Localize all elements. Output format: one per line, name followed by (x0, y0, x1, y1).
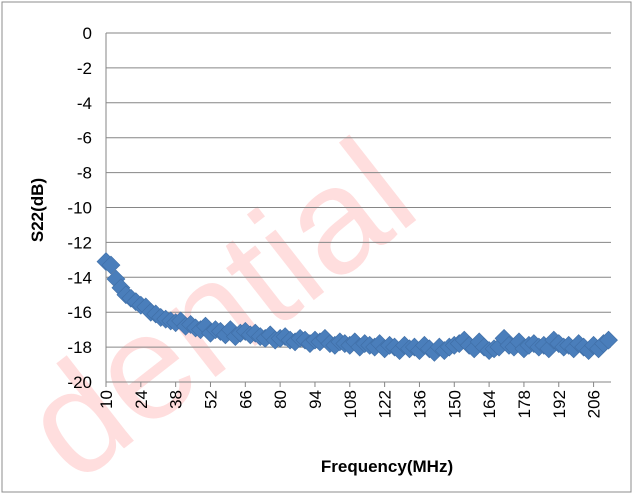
x-tick-label: 10 (97, 390, 116, 409)
y-tick-label: -12 (67, 233, 92, 252)
y-tick-label: -14 (67, 268, 92, 287)
x-tick-label: 80 (271, 390, 290, 409)
x-tick-label: 164 (480, 390, 499, 418)
y-tick-label: -16 (67, 303, 92, 322)
y-tick-label: -4 (77, 94, 92, 113)
x-tick-label: 136 (410, 390, 429, 418)
x-tick-label: 108 (341, 390, 360, 418)
x-tick-labels: 10 24 38 52 66 80 94 108 122 136 150 164 178 192 206 (97, 390, 604, 418)
x-tick-label: 206 (585, 390, 604, 418)
x-tick-label: 94 (306, 390, 325, 409)
x-axis-title: Frequency(MHz) (321, 457, 453, 476)
x-tick-label: 24 (132, 390, 151, 409)
axes (105, 33, 611, 387)
x-tick-label: 122 (376, 390, 395, 418)
x-tick-label: 150 (445, 390, 464, 418)
y-tick-label: -6 (77, 129, 92, 148)
y-tick-labels: 0 -2 -4 -6 -8 -10 -12 -14 -16 -18 -20 (67, 24, 92, 392)
y-tick-label: -18 (67, 338, 92, 357)
y-tick-label: -20 (67, 373, 92, 392)
x-tick-label: 66 (236, 390, 255, 409)
data-point (101, 255, 121, 275)
y-tick-label: -2 (77, 59, 92, 78)
y-axis-title: S22(dB) (28, 178, 47, 242)
x-tick-label: 192 (550, 390, 569, 418)
data-points (96, 252, 618, 362)
data-point (599, 330, 618, 350)
gridlines (106, 32, 611, 348)
y-tick-label: -8 (77, 164, 92, 183)
x-tick-label: 38 (167, 390, 186, 409)
x-tick-label: 178 (515, 390, 534, 418)
x-tick-label: 52 (201, 390, 220, 409)
y-tick-label: -10 (67, 199, 92, 218)
y-tick-label: 0 (83, 24, 92, 43)
